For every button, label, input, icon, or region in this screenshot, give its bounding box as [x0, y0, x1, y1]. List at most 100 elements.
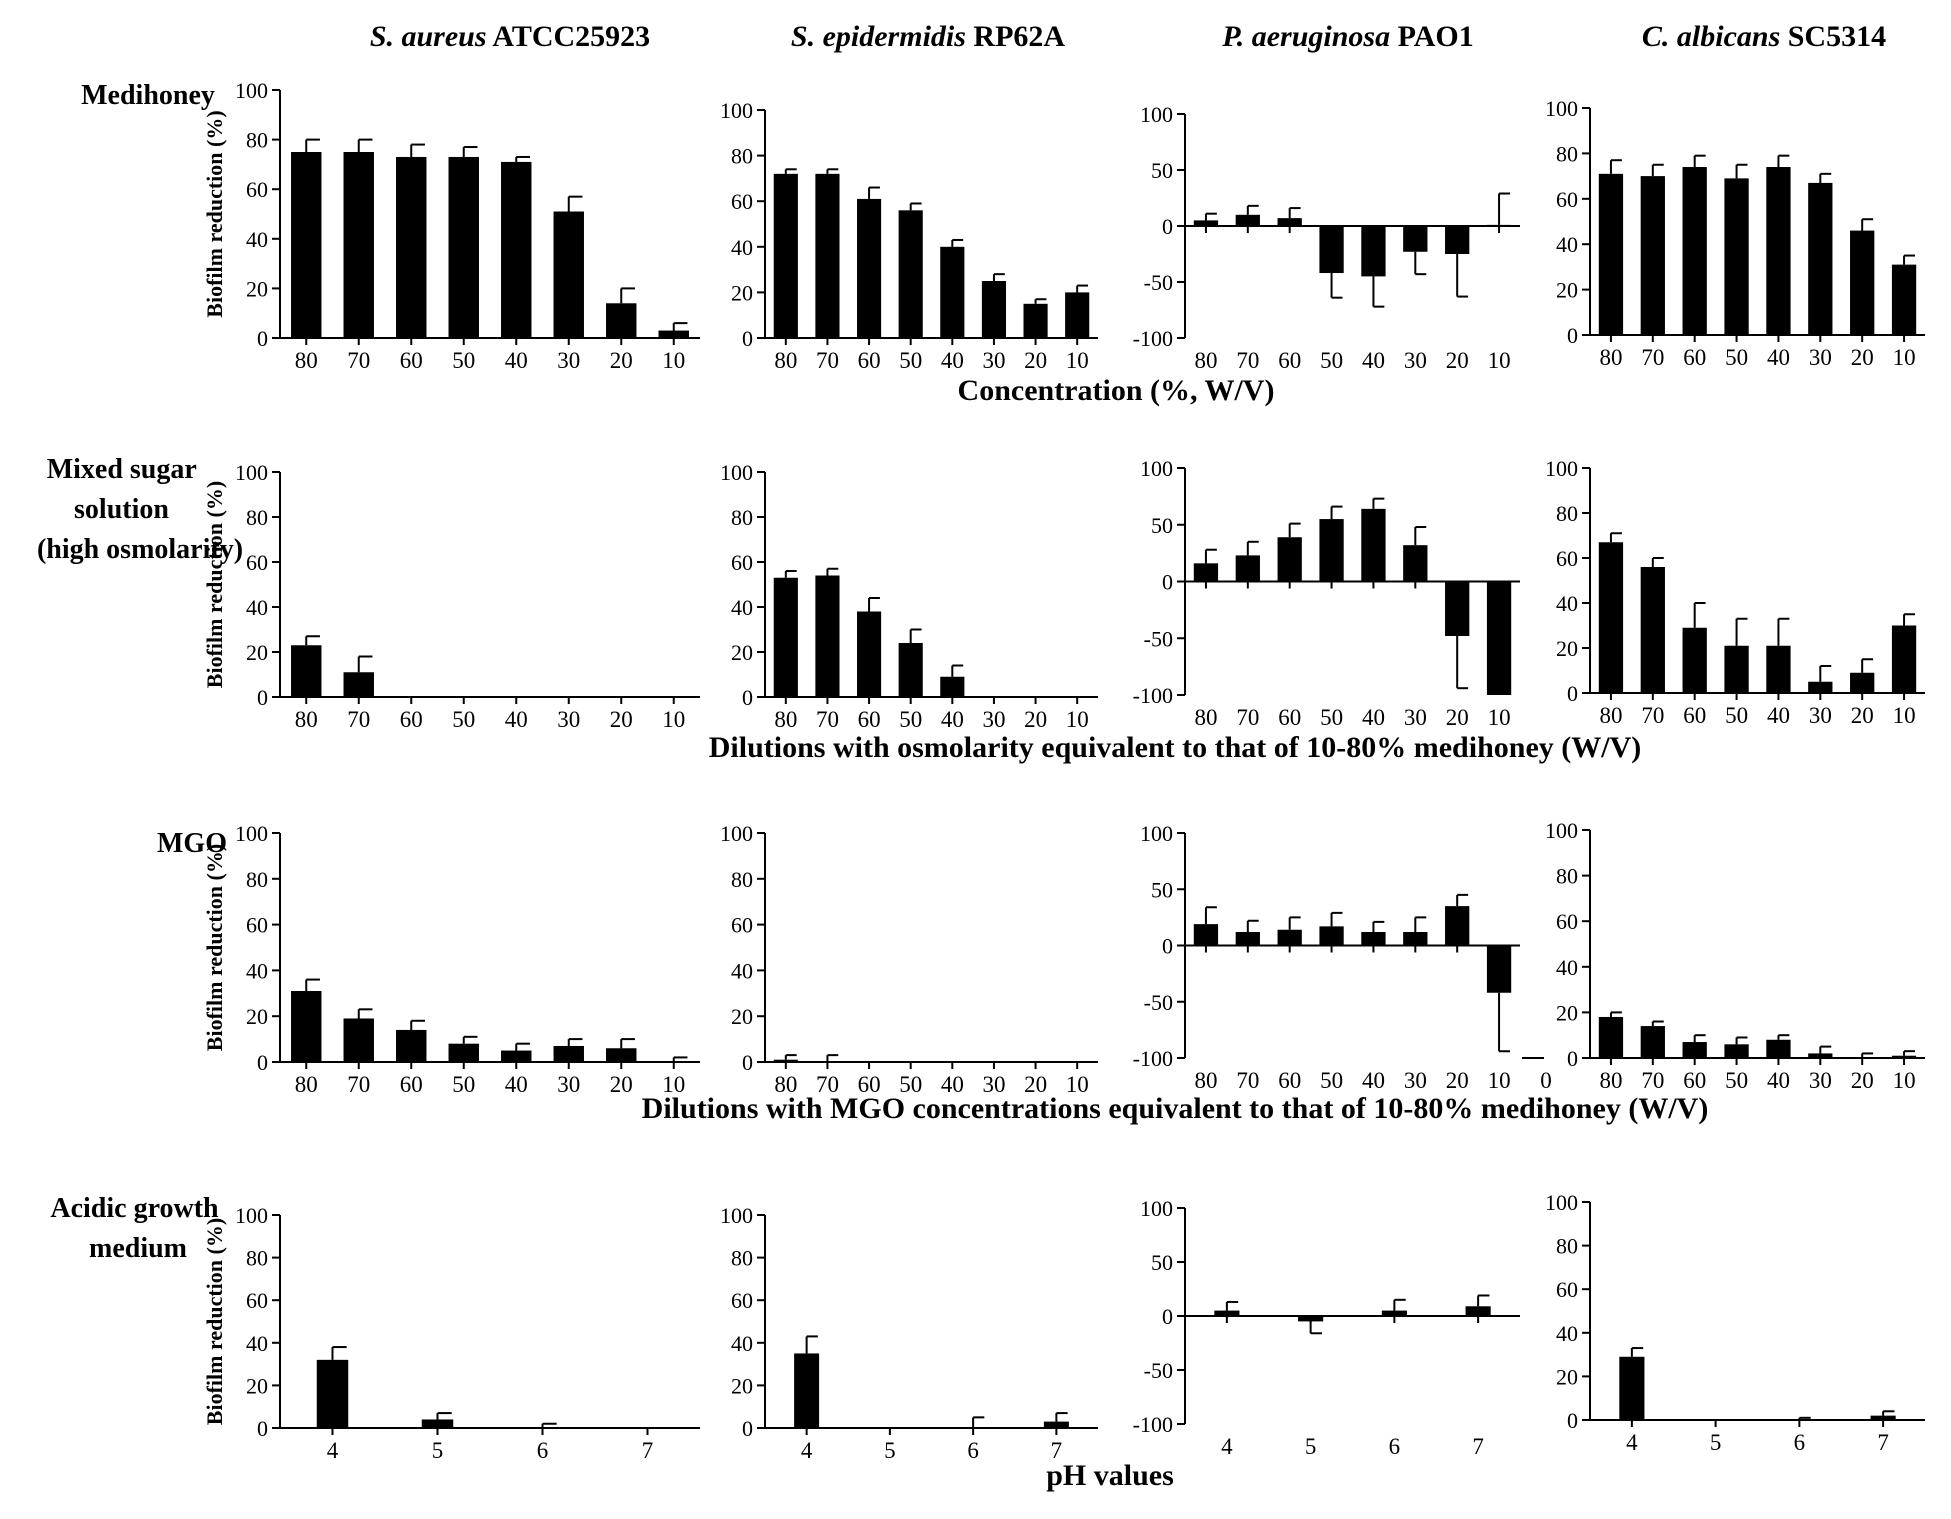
- y-tick-label: 20: [246, 276, 268, 301]
- y-tick-label: 80: [246, 128, 268, 153]
- y-tick-label: 40: [246, 227, 268, 252]
- bar: [1640, 176, 1665, 335]
- bar: [1465, 1306, 1491, 1316]
- y-tick-label: 20: [1556, 1000, 1578, 1025]
- x-tick-label: 10: [1488, 705, 1511, 730]
- y-tick-label: 40: [246, 595, 268, 620]
- y-tick-label: 20: [246, 1373, 268, 1398]
- y-tick-label: 60: [1556, 909, 1578, 934]
- bar: [1298, 1316, 1324, 1322]
- y-tick-label: 40: [731, 1331, 753, 1356]
- chart-panel: 0 20 40 60 80 100 80 70 60 50 40 30 20 10: [1545, 456, 1925, 728]
- y-tick-label: 40: [1556, 1321, 1578, 1346]
- x-tick-label: 20: [1851, 1068, 1874, 1093]
- y-tick-label: 100: [720, 98, 753, 123]
- x-tick-label: 6: [1389, 1434, 1401, 1459]
- x-tick-label: 5: [1710, 1430, 1722, 1455]
- x-tick-label: 6: [1794, 1430, 1806, 1455]
- bar: [343, 1018, 374, 1062]
- y-tick-label: 80: [1556, 1234, 1578, 1259]
- x-tick-label: 7: [1472, 1434, 1484, 1459]
- x-tick-label: 30: [982, 707, 1005, 732]
- y-tick-label: 50: [1151, 1250, 1173, 1275]
- bar: [856, 198, 882, 338]
- x-tick-label: 50: [452, 1072, 475, 1097]
- y-tick-label: 0: [742, 326, 753, 351]
- y-tick-label: 40: [731, 958, 753, 983]
- y-tick-label: 60: [731, 189, 753, 214]
- x-tick-label: 40: [1362, 1068, 1385, 1093]
- chart-panel: 0 20 40 60 80 100 Biofilm reduction (%) 80 70 60 5…: [202, 460, 700, 732]
- bar: [1023, 303, 1048, 338]
- bar: [773, 173, 798, 338]
- bar: [1445, 906, 1470, 946]
- y-tick-label: 100: [1545, 456, 1578, 481]
- x-tick-label: 60: [1278, 705, 1301, 730]
- x-tick-label: 60: [1278, 348, 1301, 373]
- y-tick-label: 20: [246, 1004, 268, 1029]
- bar: [1850, 230, 1875, 335]
- bar: [553, 211, 584, 338]
- bar: [1319, 519, 1344, 582]
- x-tick-label: 20: [1024, 348, 1047, 373]
- y-tick-label: 60: [731, 550, 753, 575]
- y-tick-label: 80: [731, 1246, 753, 1271]
- y-tick-label: 20: [731, 1373, 753, 1398]
- bar: [343, 672, 374, 697]
- y-tick-label: 80: [731, 144, 753, 169]
- x-tick-label: 30: [1404, 348, 1427, 373]
- y-tick-label: 20: [246, 640, 268, 665]
- y-tick-label: 60: [1556, 1277, 1578, 1302]
- y-tick-label: 0: [257, 1416, 268, 1441]
- bar: [1277, 537, 1302, 582]
- y-tick-label: 50: [1151, 877, 1173, 902]
- y-tick-label: 60: [246, 177, 268, 202]
- bar: [773, 1059, 798, 1062]
- bar: [1870, 1415, 1896, 1420]
- chart-panel: 0 20 40 60 80 100 80 70 60 50 40 30 20 10: [1545, 818, 1925, 1093]
- x-tick-label: 50: [899, 707, 922, 732]
- bar: [1598, 542, 1624, 693]
- y-tick-label: 0: [257, 685, 268, 710]
- x-tick-label: 40: [941, 1072, 964, 1097]
- x-tick-label: 80: [1194, 1068, 1217, 1093]
- bar: [1065, 292, 1090, 338]
- x-tick-label: 0: [1540, 1068, 1552, 1093]
- x-tick-label: 50: [1725, 345, 1748, 370]
- bar: [1486, 945, 1512, 993]
- bar: [815, 575, 840, 697]
- bar: [1235, 555, 1260, 582]
- bar: [1808, 182, 1833, 335]
- x-tick-label: 50: [1725, 1068, 1748, 1093]
- y-tick-label: 80: [731, 505, 753, 530]
- chart-panel: 0 20 40 60 80 100 80 70 60 50 40 30 20 10: [720, 821, 1098, 1097]
- column-title: C. albicans SC5314: [1642, 20, 1886, 53]
- bar: [1277, 929, 1302, 946]
- y-tick-label: 20: [731, 1004, 753, 1029]
- y-tick-label: 0: [257, 326, 268, 351]
- x-tick-label: 60: [858, 1072, 881, 1097]
- bar: [815, 173, 840, 338]
- x-tick-label: 60: [1683, 1068, 1706, 1093]
- y-tick-label: 0: [1162, 570, 1173, 595]
- y-tick-label: 100: [1545, 1190, 1578, 1215]
- y-tick-label: 40: [246, 958, 268, 983]
- bar: [1850, 672, 1875, 693]
- x-tick-label: 50: [1725, 703, 1748, 728]
- y-tick-label: 100: [1545, 96, 1578, 121]
- bar: [1891, 625, 1917, 693]
- bar: [501, 161, 532, 338]
- x-tick-label: 80: [295, 1072, 318, 1097]
- bar: [1486, 224, 1512, 226]
- bar: [1403, 932, 1428, 946]
- x-tick-label: 80: [1194, 705, 1217, 730]
- chart-panel: -100 -50 0 50 100 80 70 60 50 40 30 20 10: [1133, 456, 1520, 730]
- y-tick-label: 50: [1151, 513, 1173, 538]
- x-tick-label: 50: [899, 1072, 922, 1097]
- bar: [981, 281, 1007, 338]
- bar: [1808, 1053, 1833, 1058]
- y-tick-label: 0: [1162, 214, 1173, 239]
- bar: [1486, 581, 1512, 695]
- row-label: Mixed sugar solution (high osmolarity): [37, 454, 243, 565]
